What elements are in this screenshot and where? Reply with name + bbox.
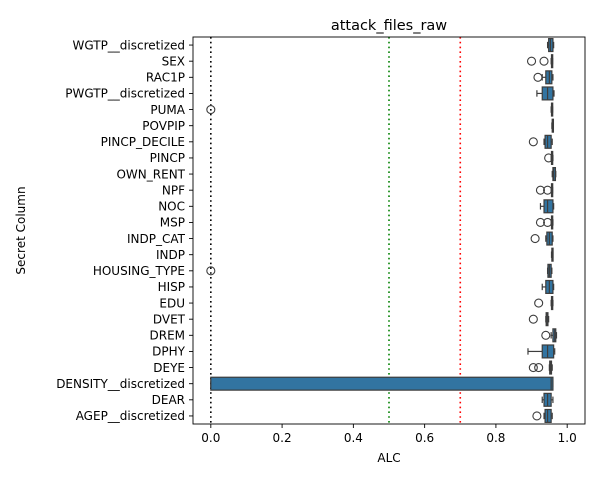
outlier-point (532, 411, 542, 421)
y-tick-label: DREM (149, 329, 185, 343)
outlier-point (543, 217, 553, 227)
outlier-point (206, 105, 216, 115)
outlier-point (533, 72, 543, 82)
outlier-point (206, 266, 216, 276)
y-tick-label: EDU (159, 296, 185, 310)
box-PUMA (206, 102, 554, 117)
y-axis-ticks: WGTP__discretized SEX RAC1P PWGTP__discreti… (56, 38, 193, 423)
box-DEYE (528, 360, 553, 375)
y-tick-label: DEAR (152, 393, 185, 407)
y-tick-label: WGTP__discretized (73, 38, 186, 52)
x-tick-label: 0.2 (273, 431, 292, 445)
outlier-point (534, 363, 544, 373)
box-MSP (535, 215, 554, 230)
outlier-point (535, 217, 546, 227)
box-series (206, 38, 558, 423)
outlier-point (528, 363, 538, 373)
y-tick-label: PINCP (150, 151, 185, 165)
outlier-point (528, 314, 538, 324)
y-tick-label: PINCP_DECILE (101, 135, 185, 149)
box-WGTP__discretized (546, 38, 555, 53)
box-POVPIP (551, 118, 555, 133)
y-tick-label: INDP_CAT (127, 232, 186, 246)
box-SEX (526, 54, 554, 69)
box-DENSITY__discretized (210, 376, 554, 391)
y-tick-label: NOC (158, 200, 185, 214)
x-axis-title: ALC (377, 451, 400, 465)
outlier-point (535, 185, 546, 195)
box-NPF (535, 183, 554, 198)
y-tick-label: RAC1P (146, 71, 185, 85)
outlier-point (544, 153, 554, 163)
outlier-point (541, 330, 551, 340)
box-PINCP_DECILE (528, 134, 553, 149)
outlier-point (526, 56, 537, 66)
box-RAC1P (533, 70, 554, 85)
box-AGEP__discretized (532, 408, 553, 423)
box-DVET (528, 312, 550, 327)
box-EDU (534, 296, 554, 311)
box-PINCP (544, 150, 554, 165)
box-DEAR (541, 392, 554, 407)
plot-frame (192, 36, 586, 425)
box-DREM (541, 328, 558, 343)
box-INDP_CAT (530, 231, 554, 246)
reference-lines (210, 37, 462, 424)
outlier-point (528, 137, 538, 147)
y-tick-label: INDP (156, 248, 185, 262)
chart-title: attack_files_raw (331, 18, 447, 34)
x-tick-label: 0.6 (415, 431, 434, 445)
y-axis-title: Secret Column (14, 186, 28, 274)
y-tick-label: DENSITY__discretized (56, 377, 185, 391)
box-INDP (550, 247, 554, 262)
box-iqr (210, 376, 554, 391)
y-tick-label: PWGTP__discretized (65, 87, 185, 101)
outlier-point (543, 185, 553, 195)
x-tick-label: 0.8 (486, 431, 505, 445)
y-tick-label: NPF (162, 183, 185, 197)
x-tick-label: 1.0 (558, 431, 577, 445)
box-NOC (539, 199, 555, 214)
y-tick-label: DPHY (152, 345, 186, 359)
y-tick-label: PUMA (150, 103, 185, 117)
outlier-point (539, 56, 549, 66)
x-axis-ticks: 0.0 0.2 0.4 0.6 0.8 1.0 (201, 424, 577, 445)
box-HOUSING_TYPE (206, 263, 553, 278)
y-tick-label: SEX (162, 54, 185, 68)
box-PWGTP__discretized (536, 86, 555, 101)
y-tick-label: HOUSING_TYPE (93, 264, 185, 278)
x-tick-label: 0.4 (344, 431, 363, 445)
y-tick-label: POVPIP (142, 119, 185, 133)
y-tick-label: DVET (153, 312, 186, 326)
box-OWN_RENT (551, 167, 557, 182)
y-tick-label: MSP (160, 216, 185, 230)
y-tick-label: AGEP__discretized (76, 409, 185, 423)
box-DPHY (527, 344, 556, 359)
y-tick-label: HISP (158, 280, 185, 294)
y-tick-label: DEYE (153, 361, 185, 375)
outlier-point (534, 298, 544, 308)
box-iqr (543, 199, 554, 214)
outlier-point (530, 234, 540, 244)
box-HISP (541, 279, 555, 294)
x-tick-label: 0.0 (201, 431, 220, 445)
y-tick-label: OWN_RENT (116, 167, 185, 181)
